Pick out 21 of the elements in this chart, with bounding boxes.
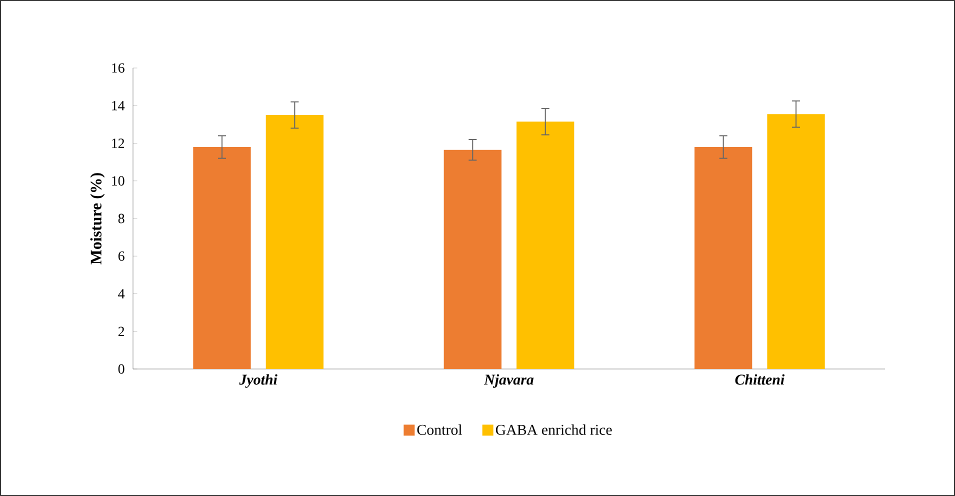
bar [444, 150, 502, 369]
legend-label: GABA enrichd rice [496, 424, 612, 435]
y-tick-label: 8 [118, 214, 124, 224]
y-axis-title: Moisture (%) [90, 173, 105, 264]
y-tick-label: 0 [118, 364, 124, 374]
y-tick-label: 4 [118, 289, 125, 298]
x-tick-label: Jyothi [239, 374, 278, 388]
bar [193, 147, 251, 369]
legend-label: Control [417, 424, 462, 435]
x-tick-label: Njavara [484, 374, 534, 388]
x-tick-label: Chitteni [735, 374, 785, 385]
y-tick-label: 2 [118, 326, 124, 336]
y-tick-label: 10 [112, 176, 124, 186]
bar [516, 122, 574, 369]
y-tick-label: 6 [118, 251, 124, 261]
y-tick-label: 16 [112, 63, 124, 73]
bar [767, 114, 825, 369]
bar [694, 147, 752, 369]
bar [266, 115, 324, 369]
y-tick-label: 14 [112, 101, 125, 110]
y-tick-label: 12 [112, 138, 124, 148]
